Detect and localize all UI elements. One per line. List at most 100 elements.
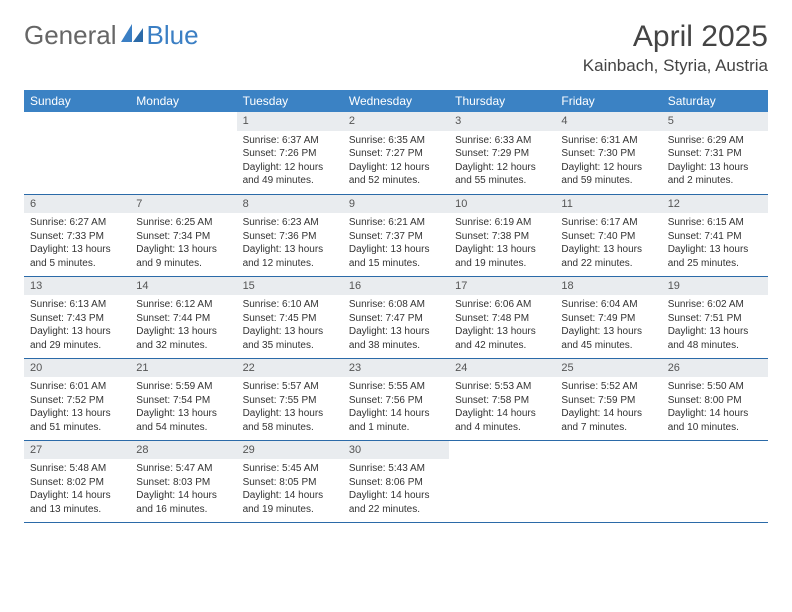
day-body: Sunrise: 5:43 AMSunset: 8:06 PMDaylight:… [343, 459, 449, 520]
day-number: 11 [555, 195, 661, 214]
daylight-text: Daylight: 13 hours and 29 minutes. [30, 325, 124, 352]
sunset-text: Sunset: 7:36 PM [243, 230, 337, 244]
sunrise-text: Sunrise: 5:59 AM [136, 380, 230, 394]
sunrise-text: Sunrise: 6:37 AM [243, 134, 337, 148]
sunset-text: Sunset: 7:45 PM [243, 312, 337, 326]
day-body: Sunrise: 6:33 AMSunset: 7:29 PMDaylight:… [449, 131, 555, 192]
day-body: Sunrise: 6:10 AMSunset: 7:45 PMDaylight:… [237, 295, 343, 356]
daylight-text: Daylight: 12 hours and 59 minutes. [561, 161, 655, 188]
weekday-header-row: Sunday Monday Tuesday Wednesday Thursday… [24, 90, 768, 112]
day-number: 23 [343, 359, 449, 378]
sunset-text: Sunset: 7:31 PM [668, 147, 762, 161]
day-cell: 2Sunrise: 6:35 AMSunset: 7:27 PMDaylight… [343, 112, 449, 194]
sunrise-text: Sunrise: 5:57 AM [243, 380, 337, 394]
sunset-text: Sunset: 7:34 PM [136, 230, 230, 244]
daylight-text: Daylight: 14 hours and 4 minutes. [455, 407, 549, 434]
header: General Blue April 2025 Kainbach, Styria… [24, 20, 768, 76]
sunset-text: Sunset: 7:59 PM [561, 394, 655, 408]
sunrise-text: Sunrise: 6:02 AM [668, 298, 762, 312]
logo-sail-icon [121, 20, 143, 51]
sunset-text: Sunset: 7:51 PM [668, 312, 762, 326]
day-cell: 3Sunrise: 6:33 AMSunset: 7:29 PMDaylight… [449, 112, 555, 194]
sunset-text: Sunset: 8:00 PM [668, 394, 762, 408]
day-cell: 14Sunrise: 6:12 AMSunset: 7:44 PMDayligh… [130, 276, 236, 358]
sunrise-text: Sunrise: 5:55 AM [349, 380, 443, 394]
day-number: 20 [24, 359, 130, 378]
day-body: Sunrise: 6:12 AMSunset: 7:44 PMDaylight:… [130, 295, 236, 356]
day-number: 7 [130, 195, 236, 214]
sunrise-text: Sunrise: 6:01 AM [30, 380, 124, 394]
sunset-text: Sunset: 7:54 PM [136, 394, 230, 408]
sunrise-text: Sunrise: 5:47 AM [136, 462, 230, 476]
sunset-text: Sunset: 7:27 PM [349, 147, 443, 161]
empty-cell [24, 112, 130, 194]
weekday-sunday: Sunday [24, 90, 130, 112]
day-cell: 19Sunrise: 6:02 AMSunset: 7:51 PMDayligh… [662, 276, 768, 358]
sunrise-text: Sunrise: 6:17 AM [561, 216, 655, 230]
day-body: Sunrise: 5:52 AMSunset: 7:59 PMDaylight:… [555, 377, 661, 438]
daylight-text: Daylight: 12 hours and 55 minutes. [455, 161, 549, 188]
sunrise-text: Sunrise: 6:15 AM [668, 216, 762, 230]
day-body: Sunrise: 5:55 AMSunset: 7:56 PMDaylight:… [343, 377, 449, 438]
daylight-text: Daylight: 13 hours and 45 minutes. [561, 325, 655, 352]
day-cell: 16Sunrise: 6:08 AMSunset: 7:47 PMDayligh… [343, 276, 449, 358]
day-number: 12 [662, 195, 768, 214]
day-number: 30 [343, 441, 449, 460]
day-cell: 5Sunrise: 6:29 AMSunset: 7:31 PMDaylight… [662, 112, 768, 194]
day-number: 6 [24, 195, 130, 214]
day-cell: 17Sunrise: 6:06 AMSunset: 7:48 PMDayligh… [449, 276, 555, 358]
sunrise-text: Sunrise: 6:27 AM [30, 216, 124, 230]
day-cell: 11Sunrise: 6:17 AMSunset: 7:40 PMDayligh… [555, 194, 661, 276]
sunrise-text: Sunrise: 6:25 AM [136, 216, 230, 230]
day-body: Sunrise: 5:47 AMSunset: 8:03 PMDaylight:… [130, 459, 236, 520]
sunset-text: Sunset: 7:56 PM [349, 394, 443, 408]
sunrise-text: Sunrise: 5:43 AM [349, 462, 443, 476]
sunrise-text: Sunrise: 6:06 AM [455, 298, 549, 312]
day-cell: 24Sunrise: 5:53 AMSunset: 7:58 PMDayligh… [449, 358, 555, 440]
day-cell: 6Sunrise: 6:27 AMSunset: 7:33 PMDaylight… [24, 194, 130, 276]
logo-text-blue: Blue [147, 20, 199, 51]
day-cell: 8Sunrise: 6:23 AMSunset: 7:36 PMDaylight… [237, 194, 343, 276]
day-cell: 22Sunrise: 5:57 AMSunset: 7:55 PMDayligh… [237, 358, 343, 440]
day-number: 16 [343, 277, 449, 296]
daylight-text: Daylight: 13 hours and 9 minutes. [136, 243, 230, 270]
sunrise-text: Sunrise: 6:12 AM [136, 298, 230, 312]
sunset-text: Sunset: 7:26 PM [243, 147, 337, 161]
sunset-text: Sunset: 7:48 PM [455, 312, 549, 326]
sunset-text: Sunset: 7:52 PM [30, 394, 124, 408]
calendar-row: 1Sunrise: 6:37 AMSunset: 7:26 PMDaylight… [24, 112, 768, 194]
sunrise-text: Sunrise: 6:33 AM [455, 134, 549, 148]
day-number: 25 [555, 359, 661, 378]
day-number: 21 [130, 359, 236, 378]
calendar-body: 1Sunrise: 6:37 AMSunset: 7:26 PMDaylight… [24, 112, 768, 522]
sunrise-text: Sunrise: 6:08 AM [349, 298, 443, 312]
day-number: 9 [343, 195, 449, 214]
day-cell: 9Sunrise: 6:21 AMSunset: 7:37 PMDaylight… [343, 194, 449, 276]
sunrise-text: Sunrise: 6:04 AM [561, 298, 655, 312]
daylight-text: Daylight: 14 hours and 10 minutes. [668, 407, 762, 434]
day-cell: 7 Sunrise: 6:25 AMSunset: 7:34 PMDaylight… [130, 194, 236, 276]
sunrise-text: Sunrise: 6:19 AM [455, 216, 549, 230]
day-number: 28 [130, 441, 236, 460]
sunrise-text: Sunrise: 5:48 AM [30, 462, 124, 476]
month-title: April 2025 [583, 20, 768, 54]
calendar-row: 13Sunrise: 6:13 AMSunset: 7:43 PMDayligh… [24, 276, 768, 358]
daylight-text: Daylight: 13 hours and 22 minutes. [561, 243, 655, 270]
day-body: Sunrise: 6:21 AMSunset: 7:37 PMDaylight:… [343, 213, 449, 274]
day-number: 27 [24, 441, 130, 460]
weekday-friday: Friday [555, 90, 661, 112]
sunset-text: Sunset: 7:41 PM [668, 230, 762, 244]
day-cell: 26Sunrise: 5:50 AMSunset: 8:00 PMDayligh… [662, 358, 768, 440]
day-cell: 18Sunrise: 6:04 AMSunset: 7:49 PMDayligh… [555, 276, 661, 358]
calendar-table: Sunday Monday Tuesday Wednesday Thursday… [24, 90, 768, 523]
daylight-text: Daylight: 13 hours and 35 minutes. [243, 325, 337, 352]
sunrise-text: Sunrise: 6:10 AM [243, 298, 337, 312]
day-body: Sunrise: 6:17 AMSunset: 7:40 PMDaylight:… [555, 213, 661, 274]
day-number: 26 [662, 359, 768, 378]
day-number: 14 [130, 277, 236, 296]
day-body: Sunrise: 6:06 AMSunset: 7:48 PMDaylight:… [449, 295, 555, 356]
day-cell: 10Sunrise: 6:19 AMSunset: 7:38 PMDayligh… [449, 194, 555, 276]
day-number: 8 [237, 195, 343, 214]
weekday-tuesday: Tuesday [237, 90, 343, 112]
day-body: Sunrise: 6:31 AMSunset: 7:30 PMDaylight:… [555, 131, 661, 192]
